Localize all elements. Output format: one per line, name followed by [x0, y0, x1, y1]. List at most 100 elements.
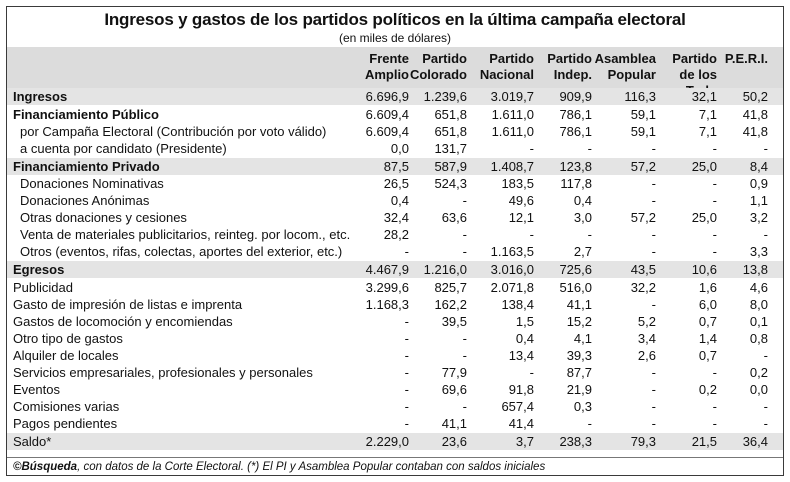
table-cell: -: [404, 244, 409, 259]
source-note: ©Búsqueda, con datos de la Corte Elector…: [7, 457, 783, 477]
table-cell: -: [529, 141, 534, 156]
table-cell: -: [763, 416, 768, 431]
table-cell: -: [651, 244, 656, 259]
table-cell: 0,4: [515, 331, 534, 346]
table-cell: 32,4: [383, 210, 409, 225]
table-cell: -: [404, 314, 409, 329]
table-cell: 0,8: [749, 331, 768, 346]
table-cell: 2.071,8: [490, 280, 534, 295]
row-label: Comisiones varias: [13, 399, 120, 414]
table-cell: -: [651, 365, 656, 380]
table-cell: -: [712, 227, 717, 242]
table-cell: 87,5: [383, 159, 409, 174]
table-cell: 1.168,3: [365, 297, 409, 312]
row-label: Egresos: [13, 262, 65, 277]
table-cell: -: [651, 141, 656, 156]
table-cell: 69,6: [441, 382, 467, 397]
table-cell: 3,0: [573, 210, 592, 225]
table-cell: 7,1: [698, 124, 717, 139]
table-cell: 1.216,0: [423, 262, 467, 277]
table-cell: -: [712, 365, 717, 380]
table-cell: -: [763, 348, 768, 363]
table-row: Otros (eventos, rifas, colectas, aportes…: [7, 243, 783, 260]
table-cell: -: [462, 193, 467, 208]
table-row: Otras donaciones y cesiones 32,4 63,6 12,1 3…: [7, 209, 783, 226]
table-cell: 25,0: [691, 159, 717, 174]
row-label: Financiamiento Público: [13, 107, 159, 122]
table-row: Gasto de impresión de listas e imprenta 1…: [7, 296, 783, 313]
table-cell: 786,1: [559, 124, 592, 139]
column-header: P.E.R.I.: [724, 51, 768, 66]
table-cell: 39,5: [441, 314, 467, 329]
table-cell: -: [651, 176, 656, 191]
table-cell: -: [404, 399, 409, 414]
table-row: Saldo* 2.229,0 23,6 3,7 238,3 79,3 21,5 36,4: [7, 433, 783, 450]
table-cell: 6,0: [698, 297, 717, 312]
column-header: Partido Nacional: [479, 51, 534, 82]
table-cell: 8,0: [749, 297, 768, 312]
table-cell: 32,2: [630, 280, 656, 295]
table-cell: 59,1: [630, 124, 656, 139]
table-cell: 3,2: [749, 210, 768, 225]
table-cell: 41,8: [742, 124, 768, 139]
table-row: Ingresos 6.696,9 1.239,6 3.019,7 909,9 116,3 3…: [7, 88, 783, 105]
table-cell: 5,2: [637, 314, 656, 329]
table-cell: -: [712, 416, 717, 431]
table-cell: 21,9: [566, 382, 592, 397]
table-cell: 32,1: [691, 89, 717, 104]
table-cell: 1,1: [749, 193, 768, 208]
table-cell: 1.163,5: [490, 244, 534, 259]
column-header: Partido Indep.: [547, 51, 592, 82]
table-cell: 6.609,4: [365, 124, 409, 139]
table-cell: 8,4: [749, 159, 768, 174]
source-brand: ©Búsqueda: [13, 461, 78, 473]
row-label: Financiamiento Privado: [13, 159, 160, 174]
table-cell: 36,4: [742, 434, 768, 449]
row-label: Otros (eventos, rifas, colectas, aportes…: [20, 244, 343, 259]
table-cell: 1.611,0: [491, 107, 534, 122]
table-cell: 131,7: [434, 141, 467, 156]
table-cell: -: [763, 399, 768, 414]
table-cell: 123,8: [559, 159, 592, 174]
table-cell: 0,0: [390, 141, 409, 156]
table-cell: 3.299,6: [365, 280, 409, 295]
table-row: Otro tipo de gastos - - 0,4 4,1 3,4 1,4 0,8: [7, 330, 783, 347]
table-cell: 6.696,9: [365, 89, 409, 104]
table-cell: 524,3: [434, 176, 467, 191]
table-row: Donaciones Nominativas 26,5 524,3 183,5 117,…: [7, 175, 783, 192]
table-subtitle: (en miles de dólares): [338, 31, 452, 45]
column-header: Partido Colorado: [409, 51, 467, 82]
table-row: Venta de materiales publicitarios, reint…: [7, 226, 783, 243]
table-cell: 41,4: [508, 416, 534, 431]
table-cell: -: [529, 365, 534, 380]
table-cell: 138,4: [501, 297, 534, 312]
table-cell: -: [462, 331, 467, 346]
table-cell: 15,2: [566, 314, 592, 329]
table-cell: 41,8: [742, 107, 768, 122]
table-cell: 117,8: [560, 176, 592, 191]
row-label: Alquiler de locales: [13, 348, 119, 363]
table-cell: 59,1: [630, 107, 656, 122]
table-cell: 786,1: [559, 107, 592, 122]
table-cell: 21,5: [691, 434, 717, 449]
table-cell: -: [587, 227, 592, 242]
table-cell: 0,9: [749, 176, 768, 191]
table-cell: -: [651, 399, 656, 414]
table-cell: -: [651, 193, 656, 208]
table-cell: 651,8: [434, 107, 467, 122]
table-cell: 0,4: [390, 193, 409, 208]
table-cell: 4.467,9: [365, 262, 409, 277]
table-cell: 825,7: [434, 280, 467, 295]
table-cell: 1.239,6: [423, 89, 467, 104]
table-cell: 516,0: [559, 280, 592, 295]
table-cell: -: [404, 348, 409, 363]
table-cell: 13,4: [508, 348, 534, 363]
table-cell: 657,4: [501, 399, 534, 414]
table-cell: 587,9: [434, 159, 467, 174]
table-cell: 39,3: [566, 348, 592, 363]
table-row: Egresos 4.467,9 1.216,0 3.016,0 725,6 43,5 10,…: [7, 261, 783, 278]
table-cell: -: [404, 331, 409, 346]
source-text: , con datos de la Corte Electoral. (*) E…: [77, 461, 546, 473]
table-cell: -: [462, 244, 467, 259]
row-label: a cuenta por candidato (Presidente): [20, 141, 227, 156]
